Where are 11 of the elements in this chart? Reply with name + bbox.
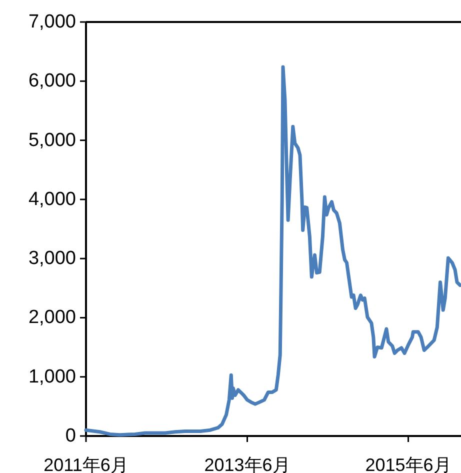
- y-tick-label: 3,000: [28, 248, 76, 270]
- y-tick-label: 5,000: [28, 130, 76, 151]
- x-tick-label: 2013年6月: [204, 455, 290, 473]
- y-tick-label: 1,000: [28, 366, 76, 388]
- y-tick-label: 2,000: [28, 307, 76, 328]
- x-tick-label: 2011年6月: [44, 455, 128, 473]
- y-tick-label: 6,000: [28, 70, 76, 92]
- y-tick-label: 4,000: [28, 188, 76, 210]
- x-tick-label: 2015年6月: [365, 455, 452, 473]
- y-tick-label: 7,000: [28, 12, 76, 32]
- y-tick-label: 0: [65, 426, 76, 446]
